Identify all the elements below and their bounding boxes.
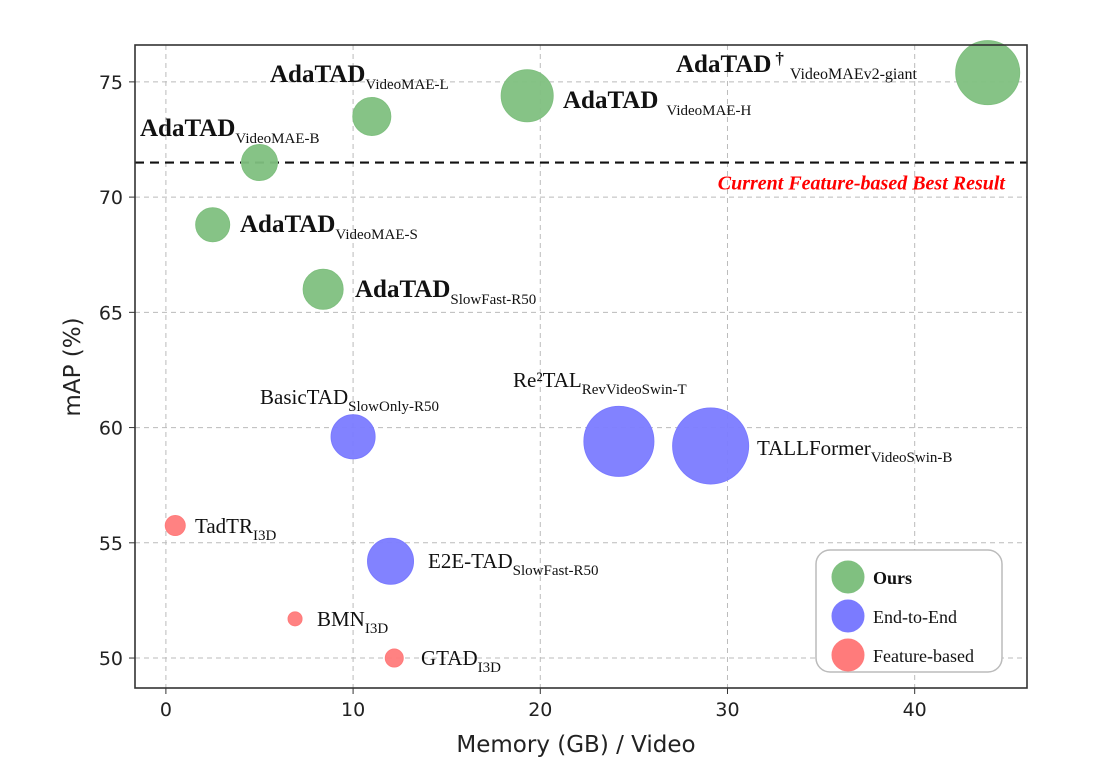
legend: Ours End-to-End Feature-based — [815, 549, 1003, 673]
x-tick-label: 40 — [903, 699, 927, 721]
bubble-ours — [302, 268, 344, 310]
point-label: TALLFormerVideoSwin-B — [757, 436, 952, 466]
legend-label: Ours — [873, 568, 912, 588]
y-tick-label: 70 — [99, 187, 123, 209]
bubble-ours — [500, 69, 554, 123]
point-label: BMNI3D — [317, 607, 388, 637]
point-label: AdaTADSlowFast-R50 — [355, 276, 536, 308]
bubble-end-to-end — [583, 405, 655, 477]
plot-frame — [134, 44, 1028, 689]
point-label: BasicTADSlowOnly-R50 — [260, 385, 439, 415]
bubble-ours — [195, 207, 231, 243]
bubble-feature-based — [287, 611, 303, 627]
point-label: AdaTADVideoMAE-L — [270, 61, 449, 93]
y-tick-label: 75 — [99, 72, 123, 94]
point-label: AdaTADVideoMAE-S — [240, 211, 418, 243]
point-label: Re²TALRevVideoSwin-T — [513, 368, 687, 398]
grid — [135, 45, 1027, 688]
y-tick-label: 50 — [99, 648, 123, 670]
point-label: AdaTAD VideoMAE-H — [563, 87, 751, 119]
legend-swatch — [831, 599, 865, 633]
legend-label: Feature-based — [873, 646, 974, 666]
bubble-feature-based — [384, 648, 404, 668]
x-tick-label: 20 — [528, 699, 552, 721]
bubble-ours — [955, 40, 1021, 106]
legend-label: End-to-End — [873, 607, 957, 627]
y-tick-label: 65 — [99, 302, 123, 324]
legend-swatch — [831, 638, 865, 672]
x-axis-label: Memory (GB) / Video — [456, 732, 695, 758]
point-label: TadTRI3D — [195, 514, 277, 544]
point-label: AdaTADVideoMAE-B — [140, 115, 319, 147]
bubbles — [164, 40, 1021, 668]
x-tick-label: 0 — [160, 699, 172, 721]
y-tick-label: 55 — [99, 533, 123, 555]
point-label: E2E-TADSlowFast-R50 — [428, 549, 599, 579]
point-labels: AdaTAD †VideoMAEv2-giant AdaTAD VideoMAE-H A… — [140, 49, 952, 676]
x-tick-label: 30 — [715, 699, 739, 721]
bubble-ours — [240, 144, 278, 182]
bubble-end-to-end — [330, 414, 376, 460]
y-axis-label: mAP (%) — [60, 317, 86, 416]
point-label: AdaTAD †VideoMAEv2-giant — [676, 49, 917, 83]
x-tick-label: 10 — [341, 699, 365, 721]
y-tick-label: 60 — [99, 418, 123, 440]
bubble-end-to-end — [367, 537, 415, 585]
point-label: GTADI3D — [421, 646, 501, 676]
bubble-ours — [352, 96, 392, 136]
ticks: 0 10 20 30 40 50 55 60 65 70 75 — [99, 72, 927, 721]
legend-swatch — [831, 560, 865, 594]
bubble-end-to-end — [672, 407, 750, 485]
reference-line-label: Current Feature-based Best Result — [718, 173, 1007, 195]
reference-line-group: Current Feature-based Best Result — [135, 161, 1027, 195]
bubble-feature-based — [164, 515, 186, 537]
